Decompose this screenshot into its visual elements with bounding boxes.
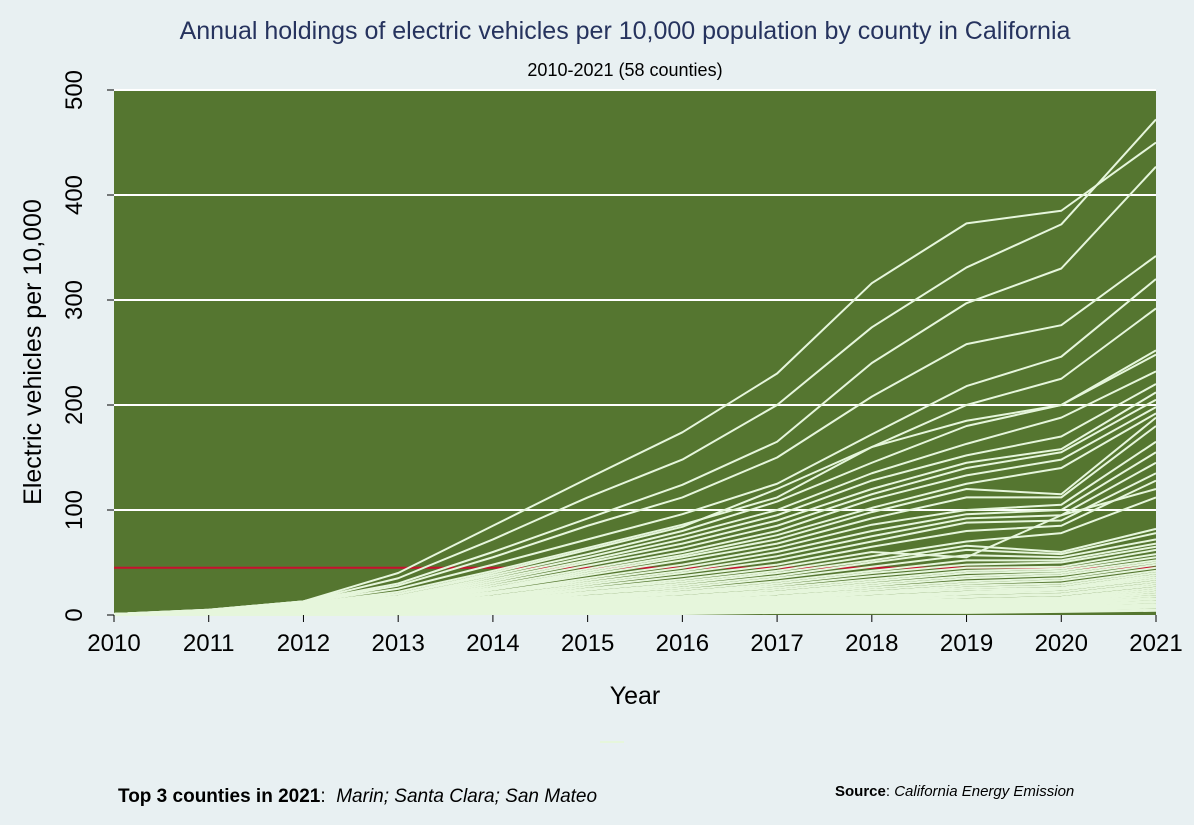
x-tick-label: 2017 xyxy=(750,630,803,657)
source-value: California Energy Emission xyxy=(894,783,1075,800)
y-tick-label: 300 xyxy=(61,280,88,320)
x-tick-label: 2020 xyxy=(1035,630,1088,657)
y-tick-label: 400 xyxy=(61,175,88,215)
top-counties-values: Marin; Santa Clara; San Mateo xyxy=(336,786,598,807)
y-tick-label: 500 xyxy=(61,70,88,110)
y-tick-label: 200 xyxy=(61,385,88,425)
y-tick-label: 100 xyxy=(61,490,88,530)
x-tick-label: 2012 xyxy=(277,630,330,657)
chart-subtitle: 2010-2021 (58 counties) xyxy=(527,60,723,80)
chart-title: Annual holdings of electric vehicles per… xyxy=(179,17,1071,45)
source-label: Source xyxy=(835,783,886,800)
x-tick-label: 2013 xyxy=(371,630,424,657)
y-tick-label: 0 xyxy=(61,608,88,621)
series-line xyxy=(113,165,1157,615)
colon: : xyxy=(885,783,891,800)
top-counties-note: Top 3 counties in 2021: Marin; Santa Cla… xyxy=(118,786,597,808)
x-tick-label: 2016 xyxy=(656,630,709,657)
colon: : xyxy=(320,786,326,807)
x-tick-label: 2011 xyxy=(183,630,235,657)
source-note: Source: California Energy Emission xyxy=(835,783,1074,800)
top-counties-label: Top 3 counties in 2021 xyxy=(118,786,321,807)
series-line xyxy=(114,609,1157,616)
x-tick-label: 2021 xyxy=(1129,630,1182,657)
x-tick-label: 2010 xyxy=(87,630,140,657)
x-tick-label: 2014 xyxy=(466,630,519,657)
x-tick-label: 2018 xyxy=(845,630,898,657)
x-tick-label: 2019 xyxy=(940,630,993,657)
y-axis-label: Electric vehicles per 10,000 xyxy=(19,199,47,505)
x-axis-label: Year xyxy=(610,682,661,710)
x-tick-label: 2015 xyxy=(561,630,614,657)
